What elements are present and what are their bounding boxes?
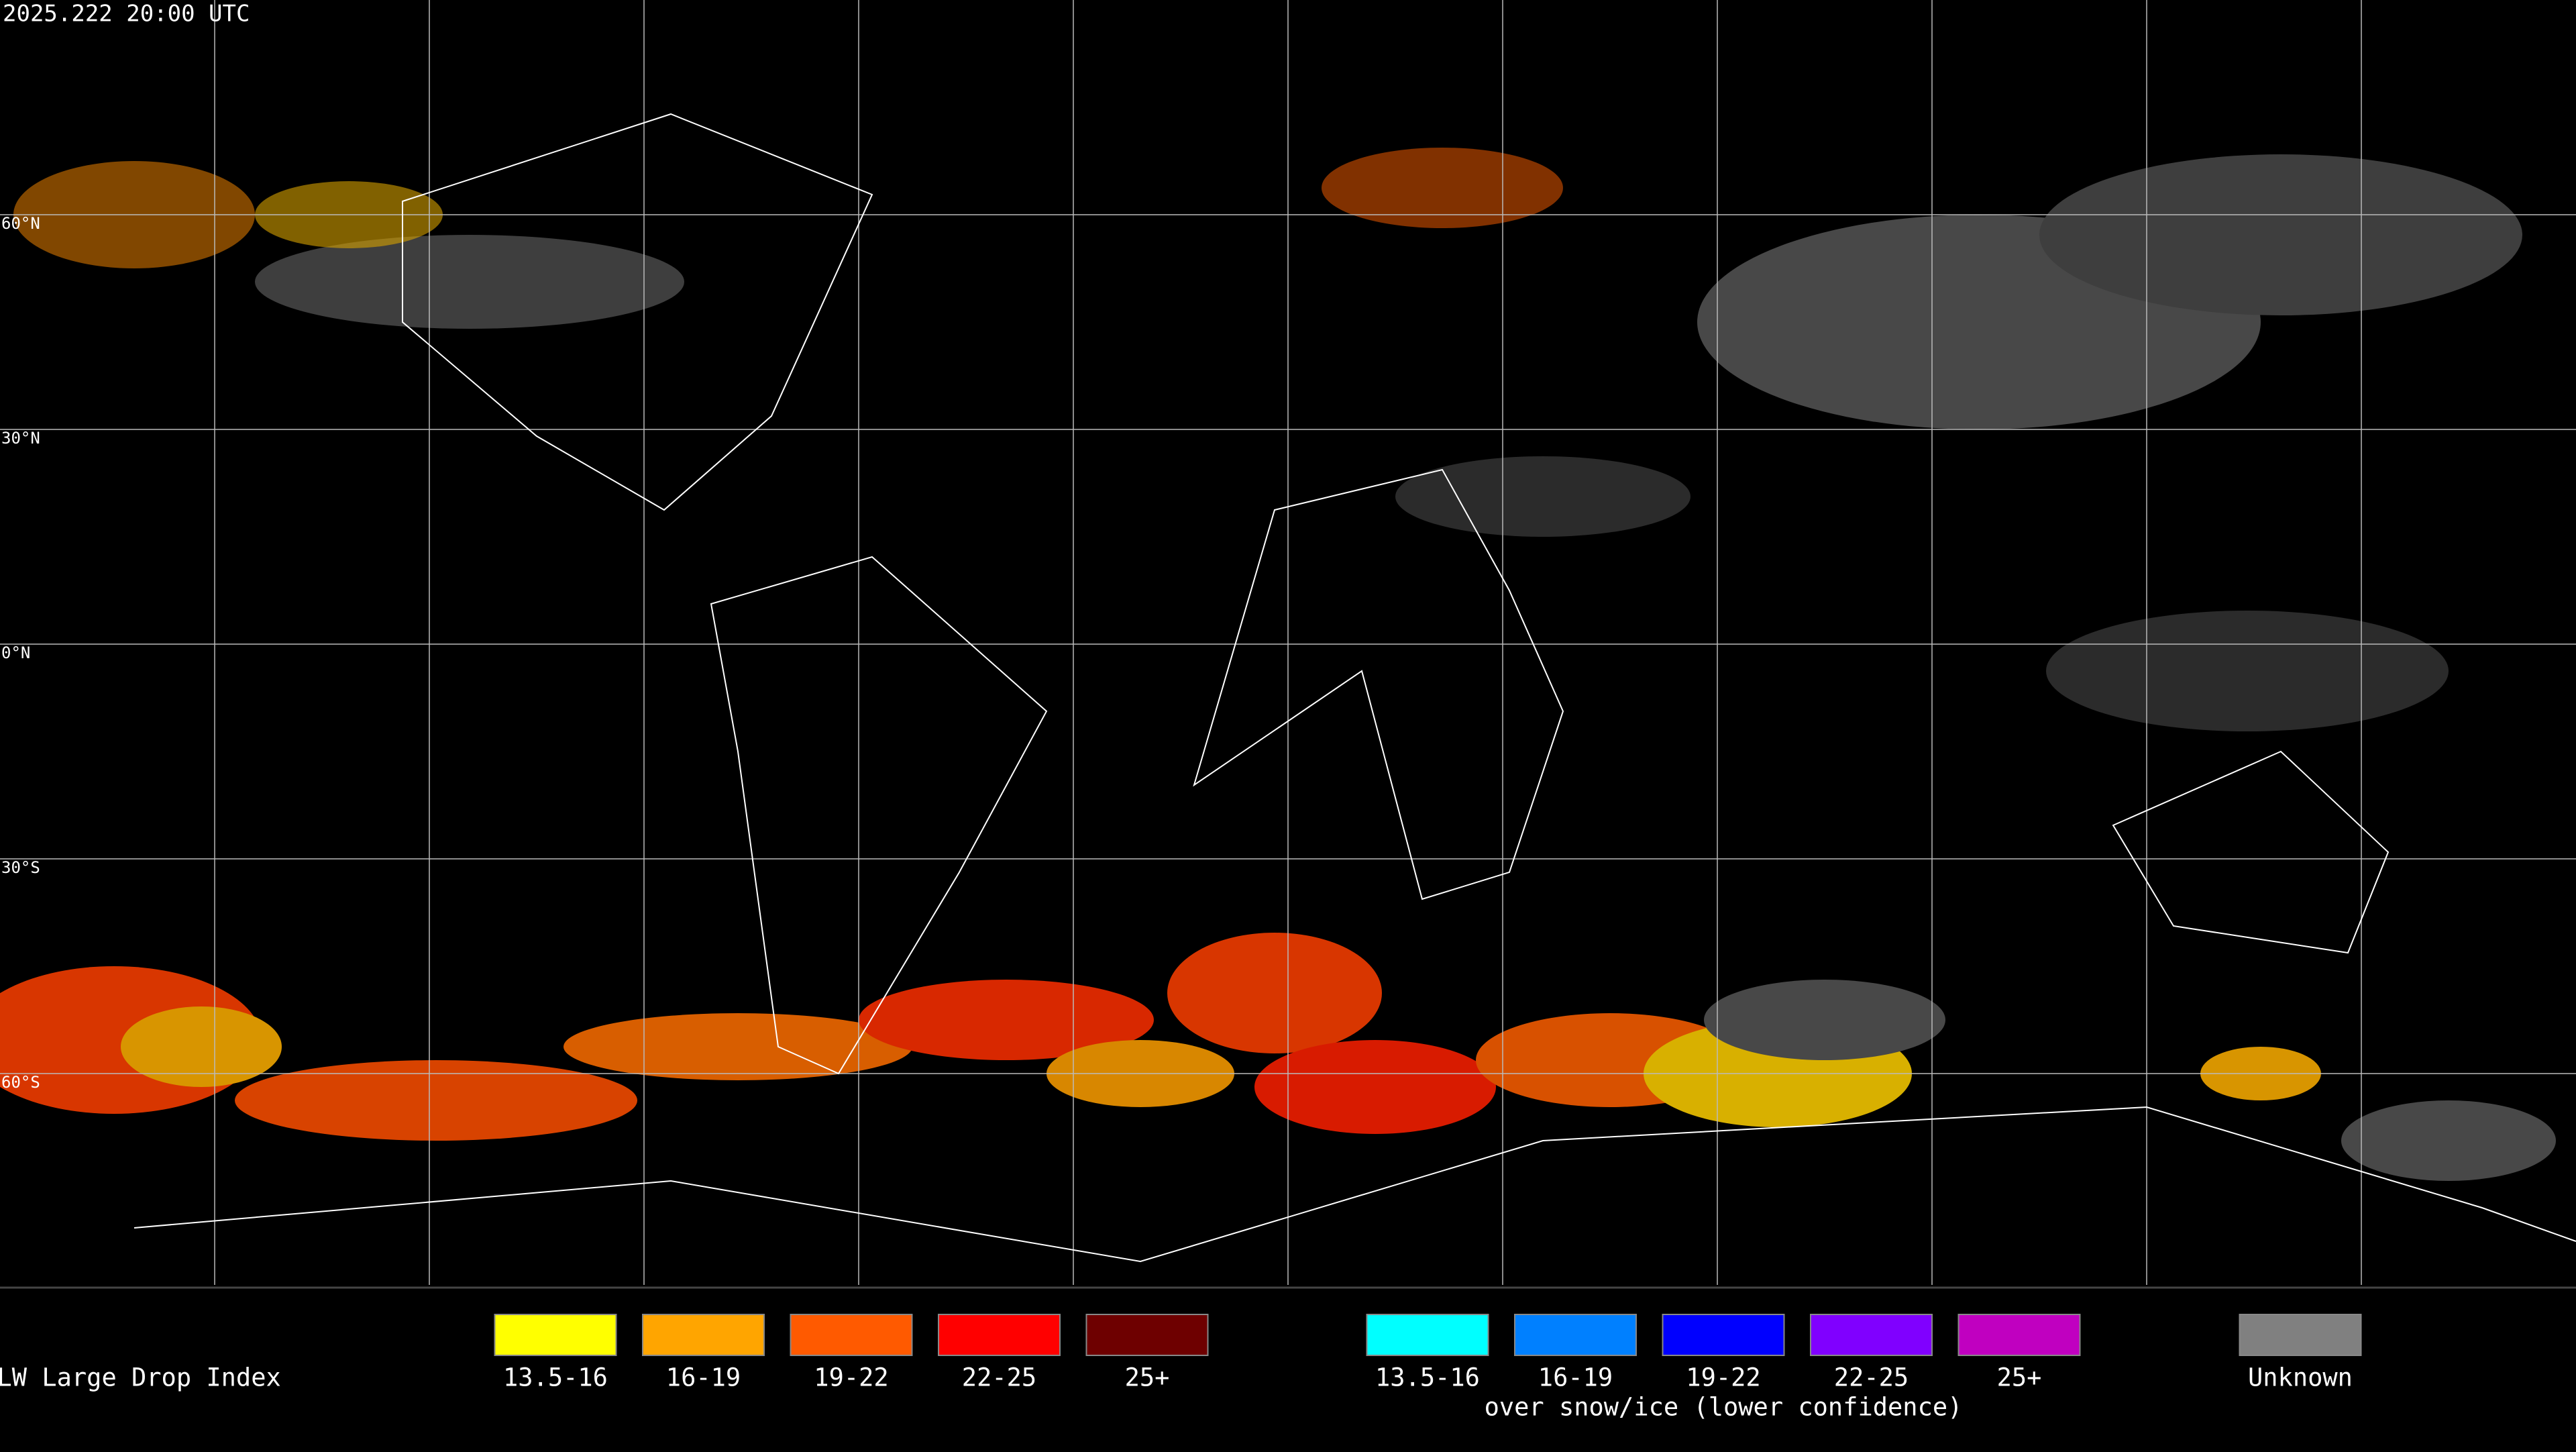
legend-swatch — [1810, 1314, 1933, 1356]
legend-label: 19-22 — [814, 1363, 888, 1392]
legend-swatch — [790, 1314, 913, 1356]
legend-title: SLW Large Drop Index — [0, 1363, 281, 1392]
legend-label: 25+ — [1125, 1363, 1170, 1392]
latitude-label: 60°S — [1, 1073, 40, 1092]
graticule — [0, 0, 2576, 1285]
legend-swatch — [494, 1314, 617, 1356]
legend-swatch — [938, 1314, 1061, 1356]
legend-swatch — [642, 1314, 765, 1356]
legend-swatch — [1662, 1314, 1785, 1356]
legend-label: 16-19 — [666, 1363, 741, 1392]
legend-swatch — [1085, 1314, 1209, 1356]
continent-outlines — [133, 113, 2576, 1263]
legend-label: 22-25 — [1834, 1363, 1909, 1392]
legend-label: 25+ — [1997, 1363, 2042, 1392]
legend-panel — [0, 1287, 2576, 1449]
legend-label: 22-25 — [962, 1363, 1036, 1392]
legend-label: 19-22 — [1686, 1363, 1760, 1392]
latitude-label: 30°S — [1, 858, 40, 877]
latitude-label: 30°N — [1, 429, 40, 448]
legend-swatch — [1514, 1314, 1637, 1356]
latitude-label: 60°N — [1, 214, 40, 233]
timestamp: 2025.222 20:00 UTC — [3, 1, 250, 28]
legend-label: 16-19 — [1538, 1363, 1613, 1392]
legend-swatch — [2239, 1314, 2362, 1356]
latitude-labels: 60°N 30°N 0°N 30°S 60°S — [1, 214, 40, 1092]
latitude-label: 0°N — [1, 643, 30, 662]
legend-swatch — [1366, 1314, 1489, 1356]
legend-swatch — [1957, 1314, 2081, 1356]
legend: 13.5-16 16-19 19-22 22-25 25+ 13.5-16 16-19 19-… — [494, 1314, 2362, 1422]
legend-label: 13.5-16 — [1375, 1363, 1480, 1392]
legend-label: Unknown — [2248, 1363, 2353, 1392]
legend-caption: over snow/ice (lower confidence) — [1485, 1393, 1963, 1422]
legend-label: 13.5-16 — [503, 1363, 608, 1392]
